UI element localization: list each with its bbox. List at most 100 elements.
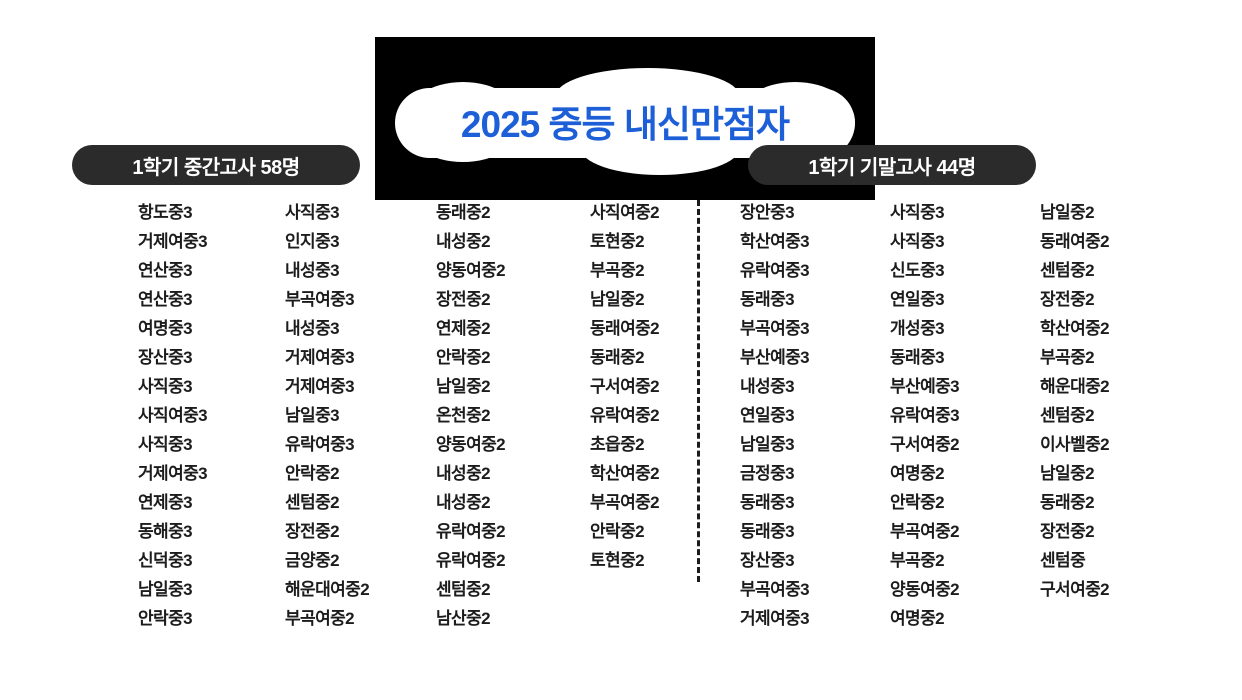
school-name: 장산중3 (740, 551, 795, 570)
school-name: 남일중3 (138, 580, 193, 599)
school-name: 유락여중2 (436, 522, 506, 541)
school-name: 남일중2 (1040, 203, 1095, 222)
school-name: 남일중2 (590, 290, 645, 309)
school-name: 유락여중3 (285, 435, 355, 454)
school-name: 금양중2 (285, 551, 340, 570)
school-name: 양동여중2 (436, 435, 506, 454)
school-name: 장산중3 (138, 348, 193, 367)
final-column-3: 남일중2 동래여중2 센텀중2 장전중2 학산여중2 부곡중2 해운대중2 센텀중2 이사벨중2… (1040, 198, 1180, 604)
school-name: 여명중2 (890, 609, 945, 628)
school-name: 동해중3 (138, 522, 193, 541)
school-name: 부곡중2 (1040, 348, 1095, 367)
section-divider (697, 200, 700, 582)
school-name: 안락중2 (590, 522, 645, 541)
school-name: 동래중3 (740, 290, 795, 309)
school-name: 거제여중3 (285, 377, 355, 396)
school-name: 센텀중2 (436, 580, 491, 599)
school-name: 사직중3 (890, 232, 945, 251)
school-name: 동래중3 (740, 522, 795, 541)
school-name: 부곡여중3 (740, 319, 810, 338)
school-name: 해운대여중2 (285, 580, 370, 599)
badge-midterm-label: 1학기 중간고사 58명 (132, 156, 300, 179)
school-name: 부곡여중3 (740, 580, 810, 599)
school-name: 학산여중2 (590, 464, 660, 483)
school-name: 장전중2 (1040, 522, 1095, 541)
school-name: 부산예중3 (890, 377, 960, 396)
school-name: 남산중2 (436, 609, 491, 628)
page-title: 2025 중등 내신만점자 (460, 104, 790, 145)
school-name: 내성중2 (436, 493, 491, 512)
school-name: 센텀중2 (285, 493, 340, 512)
school-name: 사직중3 (285, 203, 340, 222)
school-name: 장안중3 (740, 203, 795, 222)
school-name: 사직여중3 (138, 406, 208, 425)
school-name: 동래중2 (436, 203, 491, 222)
school-name: 안락중3 (138, 609, 193, 628)
school-name: 부곡여중2 (890, 522, 960, 541)
school-name: 개성중3 (890, 319, 945, 338)
school-name: 신도중3 (890, 261, 945, 280)
school-name: 유락여중2 (436, 551, 506, 570)
school-name: 양동여중2 (890, 580, 960, 599)
school-name: 거제여중3 (740, 609, 810, 628)
school-name: 거제여중3 (138, 232, 208, 251)
school-name: 양동여중2 (436, 261, 506, 280)
school-name: 사직중3 (890, 203, 945, 222)
school-name: 여명중2 (890, 464, 945, 483)
school-name: 센텀중2 (1040, 261, 1095, 280)
school-name: 토현중2 (590, 551, 645, 570)
school-name: 내성중3 (285, 261, 340, 280)
school-name: 유락여중3 (890, 406, 960, 425)
school-name: 내성중3 (740, 377, 795, 396)
badge-midterm: 1학기 중간고사 58명 (72, 145, 360, 185)
final-column-1: 장안중3 학산여중3 유락여중3 동래중3 부곡여중3 부산예중3 내성중3 연일중3 남일중3… (740, 198, 880, 633)
school-name: 구서여중2 (1040, 580, 1110, 599)
school-name: 해운대중2 (1040, 377, 1110, 396)
school-name: 사직여중2 (590, 203, 660, 222)
school-name: 연제중3 (138, 493, 193, 512)
school-name: 센텀중 (1040, 551, 1086, 570)
school-name: 내성중3 (285, 319, 340, 338)
school-name: 동래여중2 (1040, 232, 1110, 251)
school-name: 남일중2 (1040, 464, 1095, 483)
school-name: 동래중3 (740, 493, 795, 512)
school-name: 남일중3 (285, 406, 340, 425)
school-name: 안락중2 (436, 348, 491, 367)
school-name: 부곡여중2 (285, 609, 355, 628)
school-name: 부곡여중2 (590, 493, 660, 512)
school-name: 거제여중3 (138, 464, 208, 483)
midterm-column-2: 사직중3 인지중3 내성중3 부곡여중3 내성중3 거제여중3 거제여중3 남일중3 유락여중3… (285, 198, 425, 633)
school-name: 구서여중2 (890, 435, 960, 454)
school-name: 안락중2 (890, 493, 945, 512)
school-name: 남일중2 (436, 377, 491, 396)
school-name: 학산여중2 (1040, 319, 1110, 338)
school-name: 남일중3 (740, 435, 795, 454)
school-name: 구서여중2 (590, 377, 660, 396)
school-name: 동래중2 (1040, 493, 1095, 512)
school-name: 안락중2 (285, 464, 340, 483)
school-name: 부곡중2 (890, 551, 945, 570)
school-name: 내성중2 (436, 464, 491, 483)
school-name: 이사벨중2 (1040, 435, 1110, 454)
school-name: 거제여중3 (285, 348, 355, 367)
school-name: 부곡여중3 (285, 290, 355, 309)
midterm-column-4: 사직여중2 토현중2 부곡중2 남일중2 동래여중2 동래중2 구서여중2 유락여중2 초읍중2… (590, 198, 730, 575)
school-name: 학산여중3 (740, 232, 810, 251)
school-name: 연산중3 (138, 261, 193, 280)
school-name: 연일중3 (890, 290, 945, 309)
school-name: 동래여중2 (590, 319, 660, 338)
school-name: 내성중2 (436, 232, 491, 251)
school-name: 장전중2 (1040, 290, 1095, 309)
school-name: 신덕중3 (138, 551, 193, 570)
school-name: 연제중2 (436, 319, 491, 338)
badge-final-label: 1학기 기말고사 44명 (808, 156, 976, 179)
school-name: 초읍중2 (590, 435, 645, 454)
school-name: 부산예중3 (740, 348, 810, 367)
badge-final: 1학기 기말고사 44명 (748, 145, 1036, 185)
school-name: 토현중2 (590, 232, 645, 251)
school-name: 인지중3 (285, 232, 340, 251)
midterm-column-1: 항도중3 거제여중3 연산중3 연산중3 여명중3 장산중3 사직중3 사직여중3 사직중3 거제… (138, 198, 278, 633)
school-name: 사직중3 (138, 377, 193, 396)
school-name: 장전중2 (285, 522, 340, 541)
school-name: 여명중3 (138, 319, 193, 338)
